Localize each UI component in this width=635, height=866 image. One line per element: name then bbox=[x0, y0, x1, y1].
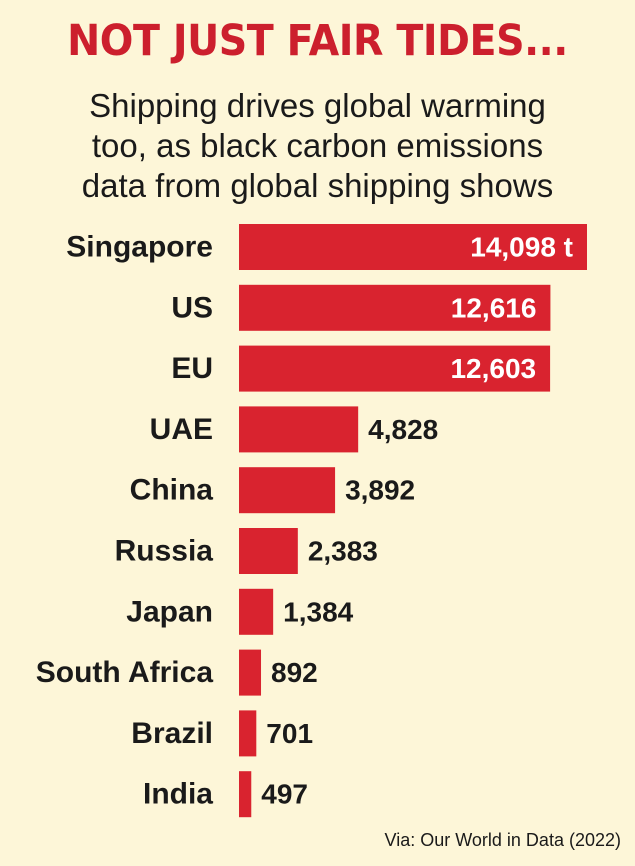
category-label: Singapore bbox=[66, 231, 213, 264]
bar-singapore bbox=[239, 224, 587, 270]
subtitle-line-2: too, as black carbon emissions bbox=[91, 127, 544, 164]
bar-uae bbox=[239, 406, 359, 453]
value-label: 4,828 bbox=[368, 414, 438, 445]
category-label: India bbox=[143, 778, 213, 811]
category-label: Brazil bbox=[131, 717, 213, 750]
category-label: South Africa bbox=[36, 656, 214, 689]
category-label: China bbox=[130, 474, 214, 507]
value-label: 3,892 bbox=[345, 475, 415, 506]
bar-china bbox=[239, 467, 336, 514]
category-label: UAE bbox=[150, 413, 213, 446]
value-label: 892 bbox=[271, 657, 318, 688]
bar-brazil bbox=[239, 710, 257, 757]
bar-us bbox=[239, 284, 551, 331]
value-label: 12,616 bbox=[451, 292, 537, 323]
subtitle-line-1: Shipping drives global warming bbox=[89, 87, 546, 124]
chart-subtitle: Shipping drives global warming too, as b… bbox=[0, 86, 635, 206]
value-label: 701 bbox=[266, 718, 313, 749]
bar-eu bbox=[239, 345, 551, 392]
category-label: Japan bbox=[126, 595, 213, 628]
bar-russia bbox=[239, 528, 298, 574]
bar-japan bbox=[239, 588, 274, 635]
value-label: 12,603 bbox=[450, 353, 536, 384]
bar-india bbox=[239, 771, 252, 818]
value-label: 2,383 bbox=[308, 536, 378, 567]
category-label: US bbox=[171, 291, 213, 324]
subtitle-line-3: data from global shipping shows bbox=[81, 167, 554, 204]
chart-title: NOT JUST FAIR TIDES... bbox=[67, 16, 568, 66]
category-label: Russia bbox=[115, 535, 214, 568]
source-note: Via: Our World in Data (2022) bbox=[384, 830, 621, 850]
value-label: 497 bbox=[261, 779, 308, 810]
value-label: 1,384 bbox=[283, 596, 353, 627]
bar-south-africa bbox=[239, 649, 262, 696]
value-label: 14,098 t bbox=[470, 232, 573, 263]
category-label: EU bbox=[171, 352, 213, 385]
